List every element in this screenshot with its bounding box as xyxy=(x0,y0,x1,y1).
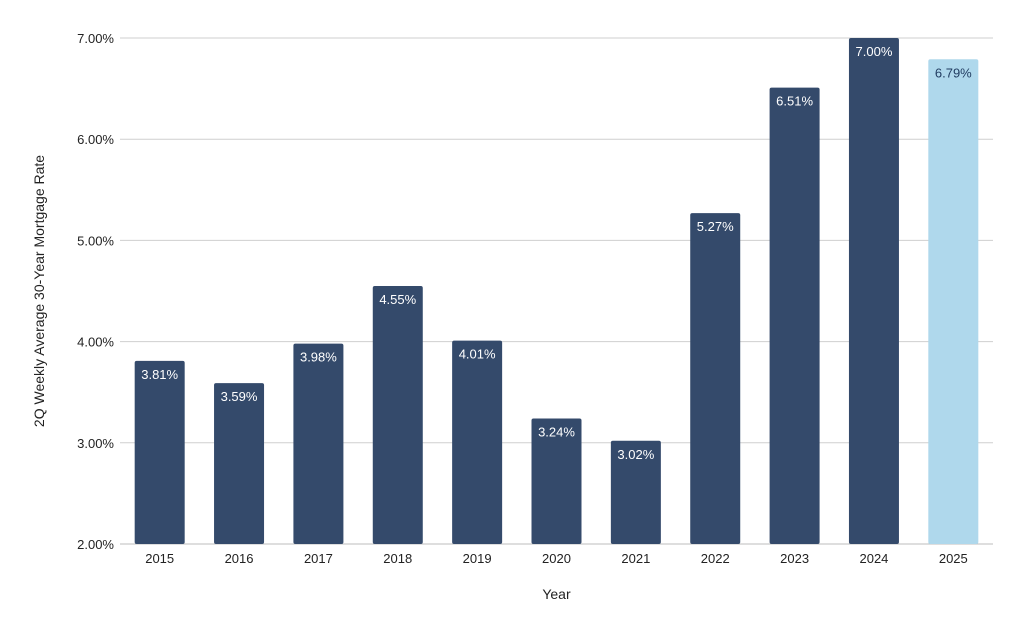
bar xyxy=(452,340,503,544)
x-tick-label: 2022 xyxy=(701,551,730,566)
y-tick-label: 7.00% xyxy=(77,31,114,46)
bar-value-label: 5.27% xyxy=(697,219,734,234)
bar-value-label: 6.51% xyxy=(776,94,813,109)
bar-value-label: 6.79% xyxy=(935,65,972,80)
bar-value-label: 3.98% xyxy=(300,350,337,365)
bar-value-label: 3.81% xyxy=(141,367,178,382)
bars: 3.81% 3.59% 3.98% 4.55% 4.01% 3.24% 3.02% 5.27%… xyxy=(134,38,979,545)
x-tick-label: 2023 xyxy=(780,551,809,566)
x-tick-label: 2017 xyxy=(304,551,333,566)
bar xyxy=(928,59,979,544)
y-tick-label: 6.00% xyxy=(77,132,114,147)
bar-value-label: 7.00% xyxy=(856,44,893,59)
bar-value-label: 4.01% xyxy=(459,347,496,362)
bar-value-label: 3.24% xyxy=(538,425,575,440)
x-tick-label: 2025 xyxy=(939,551,968,566)
x-tick-label: 2018 xyxy=(383,551,412,566)
bar xyxy=(293,343,344,544)
x-tick-label: 2019 xyxy=(463,551,492,566)
bar xyxy=(134,360,185,544)
bar xyxy=(690,213,741,545)
x-axis-ticks: 2015 2016 2017 2018 2019 2020 2021 2022 2023 2024… xyxy=(145,551,968,566)
bar xyxy=(610,440,661,544)
y-tick-label: 5.00% xyxy=(77,233,114,248)
y-axis-title: 2Q Weekly Average 30-Year Mortgage Rate xyxy=(31,155,47,427)
y-tick-label: 3.00% xyxy=(77,436,114,451)
x-axis-title: Year xyxy=(542,586,571,602)
bar xyxy=(214,383,265,544)
x-tick-label: 2021 xyxy=(621,551,650,566)
bar-value-label: 3.59% xyxy=(221,389,258,404)
bar-value-label: 4.55% xyxy=(379,292,416,307)
y-tick-label: 4.00% xyxy=(77,335,114,350)
x-tick-label: 2016 xyxy=(225,551,254,566)
x-tick-label: 2024 xyxy=(859,551,888,566)
bar-value-label: 3.02% xyxy=(617,447,654,462)
bar xyxy=(769,87,820,544)
y-axis-ticks: 2.00% 3.00% 4.00% 5.00% 6.00% 7.00% xyxy=(77,31,114,552)
bar xyxy=(531,418,582,544)
bar xyxy=(372,285,423,544)
gridlines xyxy=(120,37,993,545)
bar xyxy=(848,38,899,544)
y-tick-label: 2.00% xyxy=(77,537,114,552)
x-tick-label: 2015 xyxy=(145,551,174,566)
x-tick-label: 2020 xyxy=(542,551,571,566)
